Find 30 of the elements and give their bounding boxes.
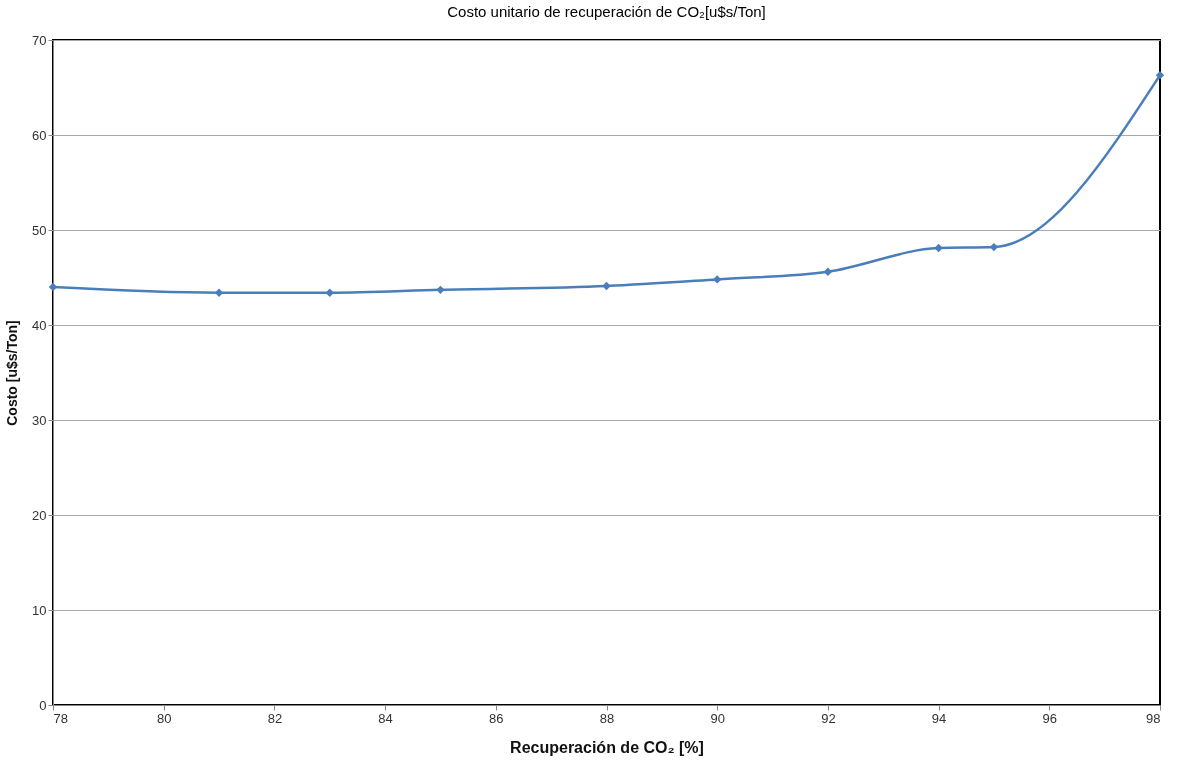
point [325, 288, 334, 297]
y-tick-label: 10 [32, 602, 47, 618]
x-tick-label: 78 [53, 710, 68, 726]
point [214, 288, 224, 297]
x-tick-label: 84 [378, 710, 393, 726]
y-tick-label: 70 [32, 32, 47, 48]
x-tick-label: 92 [821, 710, 836, 726]
x-tick-label: 86 [489, 710, 504, 726]
x-tick-label: 82 [267, 710, 283, 726]
point [436, 285, 445, 295]
y-tick-label: 0 [39, 697, 47, 713]
y-tick-label: 50 [32, 222, 47, 238]
x-axis-title: Recuperación de CO₂ [%] [510, 738, 704, 756]
point [823, 267, 833, 276]
x-tick-label: 98 [1146, 710, 1161, 726]
y-tick-label: 60 [32, 127, 47, 143]
x-tick-label: 80 [156, 710, 172, 726]
x-tick-label: 88 [599, 710, 615, 726]
y-axis-title: Costo [u$s/Ton] [4, 320, 21, 426]
chart-title: Costo unitario de recuperación de CO₂[u$s/Ton] [447, 3, 766, 20]
point [1155, 70, 1165, 80]
x-tick-label: 94 [931, 710, 947, 726]
y-tick-label: 20 [32, 507, 47, 523]
y-tick-label: 40 [32, 317, 47, 333]
point [934, 243, 943, 253]
y-tick-label: 30 [32, 412, 47, 428]
point [602, 281, 611, 291]
x-tick-label: 90 [710, 710, 725, 726]
point [713, 275, 722, 284]
x-tick-label: 96 [1042, 710, 1058, 726]
